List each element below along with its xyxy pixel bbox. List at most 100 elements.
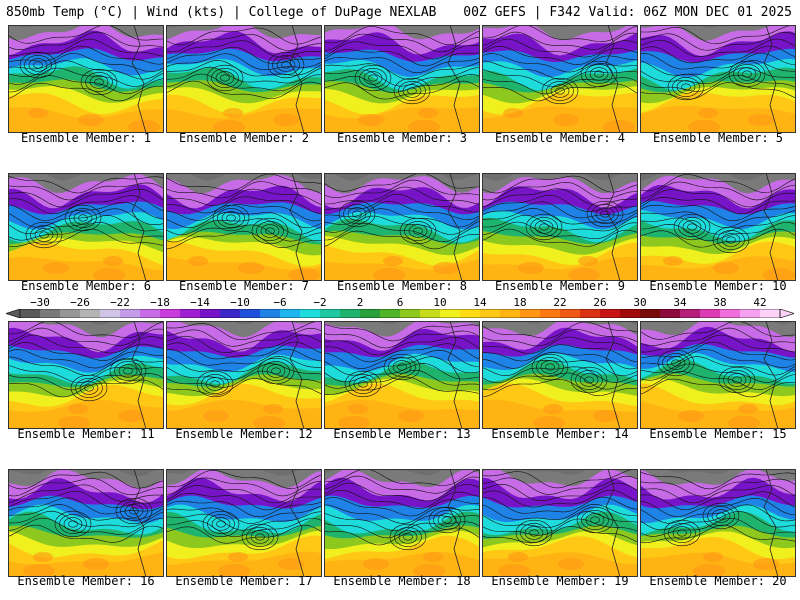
colorbar-swatch <box>200 309 221 318</box>
ensemble-member-map <box>324 469 480 577</box>
ensemble-member-map <box>640 173 796 281</box>
colorbar-swatch <box>640 309 661 318</box>
colorbar-tick-label: −2 <box>313 296 327 309</box>
colorbar-swatch <box>480 309 501 318</box>
ensemble-member-map <box>482 173 638 281</box>
member-caption: Ensemble Member: 6 <box>20 279 152 293</box>
colorbar-tick-label: −26 <box>70 296 90 309</box>
ensemble-member-map <box>166 173 322 281</box>
member-caption: Ensemble Member: 20 <box>649 574 787 588</box>
colorbar-swatch <box>680 309 701 318</box>
colorbar-swatch <box>720 309 741 318</box>
member-caption: Ensemble Member: 19 <box>491 574 629 588</box>
ensemble-member-map <box>166 321 322 429</box>
colorbar-swatch <box>560 309 581 318</box>
colorbar-swatch <box>760 309 781 318</box>
colorbar-swatch <box>600 309 621 318</box>
colorbar-tick-label: 10 <box>433 296 447 309</box>
colorbar-tick-label: 26 <box>593 296 607 309</box>
member-caption: Ensemble Member: 1 <box>20 131 152 145</box>
colorbar-tick-label: −30 <box>30 296 50 309</box>
member-caption: Ensemble Member: 8 <box>336 279 468 293</box>
colorbar-swatch <box>660 309 681 318</box>
colorbar-tick-label: −6 <box>273 296 287 309</box>
ensemble-member-map <box>8 469 164 577</box>
colorbar-tick-label: 38 <box>713 296 727 309</box>
colorbar-swatch <box>320 309 341 318</box>
colorbar-tick-label: 22 <box>553 296 567 309</box>
colorbar-swatch <box>160 309 181 318</box>
colorbar-swatch <box>700 309 721 318</box>
member-caption: Ensemble Member: 2 <box>178 131 310 145</box>
ensemble-member-map <box>640 469 796 577</box>
colorbar-swatch <box>740 309 761 318</box>
member-caption: Ensemble Member: 13 <box>333 427 471 441</box>
member-caption: Ensemble Member: 14 <box>491 427 629 441</box>
colorbar-scale <box>6 309 794 318</box>
colorbar-tick-label: −18 <box>150 296 170 309</box>
member-caption: Ensemble Member: 11 <box>17 427 155 441</box>
colorbar-swatch <box>240 309 261 318</box>
ensemble-member-map <box>8 25 164 133</box>
member-caption: Ensemble Member: 3 <box>336 131 468 145</box>
ensemble-member-map <box>166 469 322 577</box>
member-caption: Ensemble Member: 5 <box>652 131 784 145</box>
colorbar-swatch <box>280 309 301 318</box>
colorbar-tick-label: 30 <box>633 296 647 309</box>
member-caption: Ensemble Member: 18 <box>333 574 471 588</box>
colorbar-swatch <box>100 309 121 318</box>
colorbar-swatch <box>620 309 641 318</box>
colorbar-tick-label: 18 <box>513 296 527 309</box>
colorbar-swatch <box>380 309 401 318</box>
colorbar-swatch <box>340 309 361 318</box>
colorbar-swatch <box>180 309 201 318</box>
ensemble-member-map <box>482 321 638 429</box>
member-caption: Ensemble Member: 9 <box>494 279 626 293</box>
ensemble-member-map <box>8 173 164 281</box>
member-caption: Ensemble Member: 7 <box>178 279 310 293</box>
colorbar-tick-label: 34 <box>673 296 687 309</box>
colorbar-swatch <box>260 309 281 318</box>
colorbar-swatch <box>520 309 541 318</box>
member-caption: Ensemble Member: 17 <box>175 574 313 588</box>
colorbar-tick-label: −10 <box>230 296 250 309</box>
colorbar-tick-label: −22 <box>110 296 130 309</box>
colorbar-swatch <box>420 309 441 318</box>
colorbar-tick-label: 14 <box>473 296 487 309</box>
colorbar-swatch <box>40 309 61 318</box>
chart-title: 850mb Temp (°C) | Wind (kts) | College o… <box>6 5 437 20</box>
member-caption: Ensemble Member: 10 <box>649 279 787 293</box>
member-caption: Ensemble Member: 12 <box>175 427 313 441</box>
colorbar-swatch <box>120 309 141 318</box>
colorbar-tick-labels: −30 −26 −22 −18 −14 −10 −6 −2 2 6 10 14 18 22 26 30 34 38… <box>6 296 794 309</box>
member-caption: Ensemble Member: 4 <box>494 131 626 145</box>
temperature-colorbar: −30 −26 −22 −18 −14 −10 −6 −2 2 6 10 14 18 22 26 30 34 38… <box>6 296 794 318</box>
colorbar-swatch <box>460 309 481 318</box>
ensemble-member-map <box>640 25 796 133</box>
ensemble-member-map <box>324 321 480 429</box>
colorbar-swatch <box>300 309 321 318</box>
ensemble-member-map <box>640 321 796 429</box>
colorbar-swatch <box>60 309 81 318</box>
colorbar-tick-label: 42 <box>753 296 767 309</box>
ensemble-member-map <box>324 25 480 133</box>
colorbar-swatch <box>540 309 561 318</box>
colorbar-swatch <box>500 309 521 318</box>
colorbar-swatch <box>20 309 41 318</box>
colorbar-tick-label: 6 <box>396 296 404 309</box>
ensemble-member-map <box>482 469 638 577</box>
ensemble-member-map <box>8 321 164 429</box>
ensemble-member-map <box>482 25 638 133</box>
ensemble-member-map <box>324 173 480 281</box>
member-caption: Ensemble Member: 16 <box>17 574 155 588</box>
colorbar-swatch <box>140 309 161 318</box>
colorbar-swatch <box>220 309 241 318</box>
colorbar-swatch <box>580 309 601 318</box>
colorbar-swatch <box>360 309 381 318</box>
member-caption: Ensemble Member: 15 <box>649 427 787 441</box>
ensemble-member-map <box>166 25 322 133</box>
run-valid-time: 00Z GEFS | F342 Valid: 06Z MON DEC 01 20… <box>463 5 792 20</box>
colorbar-tick-label: 2 <box>356 296 364 309</box>
colorbar-swatch <box>80 309 101 318</box>
colorbar-tick-label: −14 <box>190 296 210 309</box>
